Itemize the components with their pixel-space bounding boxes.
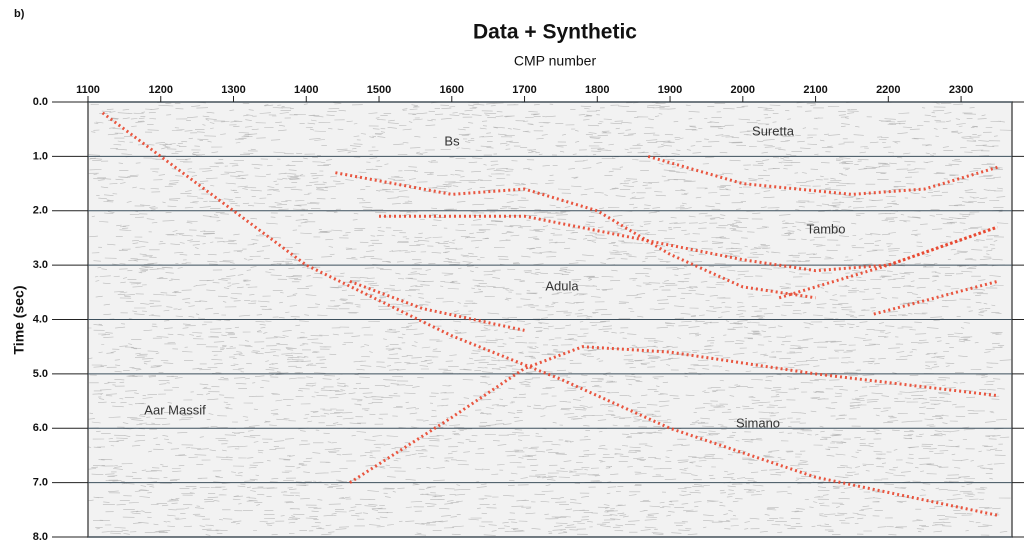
synthetic-event [873,279,998,316]
x-tick-label: 1800 [585,84,609,96]
annotation: Adula [545,278,579,293]
synthetic-event [101,111,998,517]
y-tick-label: 4.0 [33,313,48,325]
x-tick-label: 2000 [731,84,755,96]
annotation: Tambo [806,221,845,236]
synthetic-event [647,154,998,196]
x-tick-label: 1100 [76,84,100,96]
x-tick-label: 1700 [512,84,536,96]
x-tick-label: 1300 [221,84,245,96]
synthetic-event [349,279,525,332]
x-tick-label: 2100 [803,84,827,96]
y-tick-label: 6.0 [33,422,48,434]
y-tick-label: 0.0 [33,96,48,108]
x-tick-label: 2300 [949,84,973,96]
y-tick-label: 8.0 [33,531,48,543]
synthetic-event [379,214,998,273]
x-tick-label: 2200 [876,84,900,96]
synthetic-event [335,171,816,300]
annotation: Bs [444,133,460,148]
annotation: Aar Massif [144,402,206,417]
y-tick-label: 3.0 [33,259,48,271]
y-tick-label: 7.0 [33,477,48,489]
x-tick-label: 1900 [658,84,682,96]
x-axis-label: CMP number [514,53,597,69]
synthetic-event [349,345,998,484]
noise-strokes [87,101,1012,536]
annotation: Simano [736,415,780,430]
y-tick-label: 1.0 [33,150,48,162]
x-tick-label: 1600 [440,84,464,96]
synthetic-event [778,225,998,300]
y-axis-label: Time (sec) [11,286,27,355]
x-tick-label: 1400 [294,84,318,96]
y-tick-label: 5.0 [33,368,48,380]
x-tick-label: 1500 [367,84,391,96]
x-tick-label: 1200 [149,84,173,96]
y-tick-label: 2.0 [33,205,48,217]
panel-label: b) [14,8,25,20]
annotation: Suretta [752,123,795,138]
chart-title: Data + Synthetic [473,21,637,44]
